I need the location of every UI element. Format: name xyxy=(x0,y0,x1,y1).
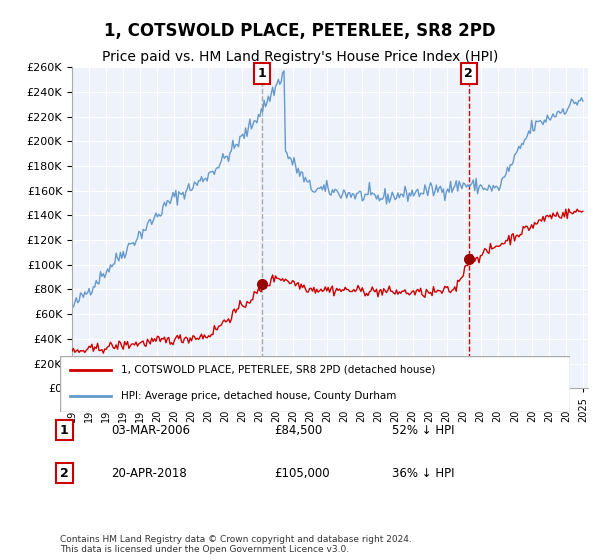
Text: 03-MAR-2006: 03-MAR-2006 xyxy=(111,423,190,437)
Text: 20-APR-2018: 20-APR-2018 xyxy=(111,466,187,480)
Text: 2: 2 xyxy=(464,67,473,80)
Text: 2: 2 xyxy=(60,466,69,480)
Text: 1: 1 xyxy=(60,423,69,437)
Text: £84,500: £84,500 xyxy=(274,423,322,437)
Text: 1, COTSWOLD PLACE, PETERLEE, SR8 2PD: 1, COTSWOLD PLACE, PETERLEE, SR8 2PD xyxy=(104,22,496,40)
FancyBboxPatch shape xyxy=(60,356,570,412)
Text: Contains HM Land Registry data © Crown copyright and database right 2024.
This d: Contains HM Land Registry data © Crown c… xyxy=(60,535,412,554)
Text: 52% ↓ HPI: 52% ↓ HPI xyxy=(392,423,454,437)
Text: 1: 1 xyxy=(258,67,266,80)
Text: 1, COTSWOLD PLACE, PETERLEE, SR8 2PD (detached house): 1, COTSWOLD PLACE, PETERLEE, SR8 2PD (de… xyxy=(121,365,436,375)
Text: £105,000: £105,000 xyxy=(274,466,330,480)
Text: Price paid vs. HM Land Registry's House Price Index (HPI): Price paid vs. HM Land Registry's House … xyxy=(102,50,498,64)
Text: 36% ↓ HPI: 36% ↓ HPI xyxy=(392,466,454,480)
Text: HPI: Average price, detached house, County Durham: HPI: Average price, detached house, Coun… xyxy=(121,391,397,401)
